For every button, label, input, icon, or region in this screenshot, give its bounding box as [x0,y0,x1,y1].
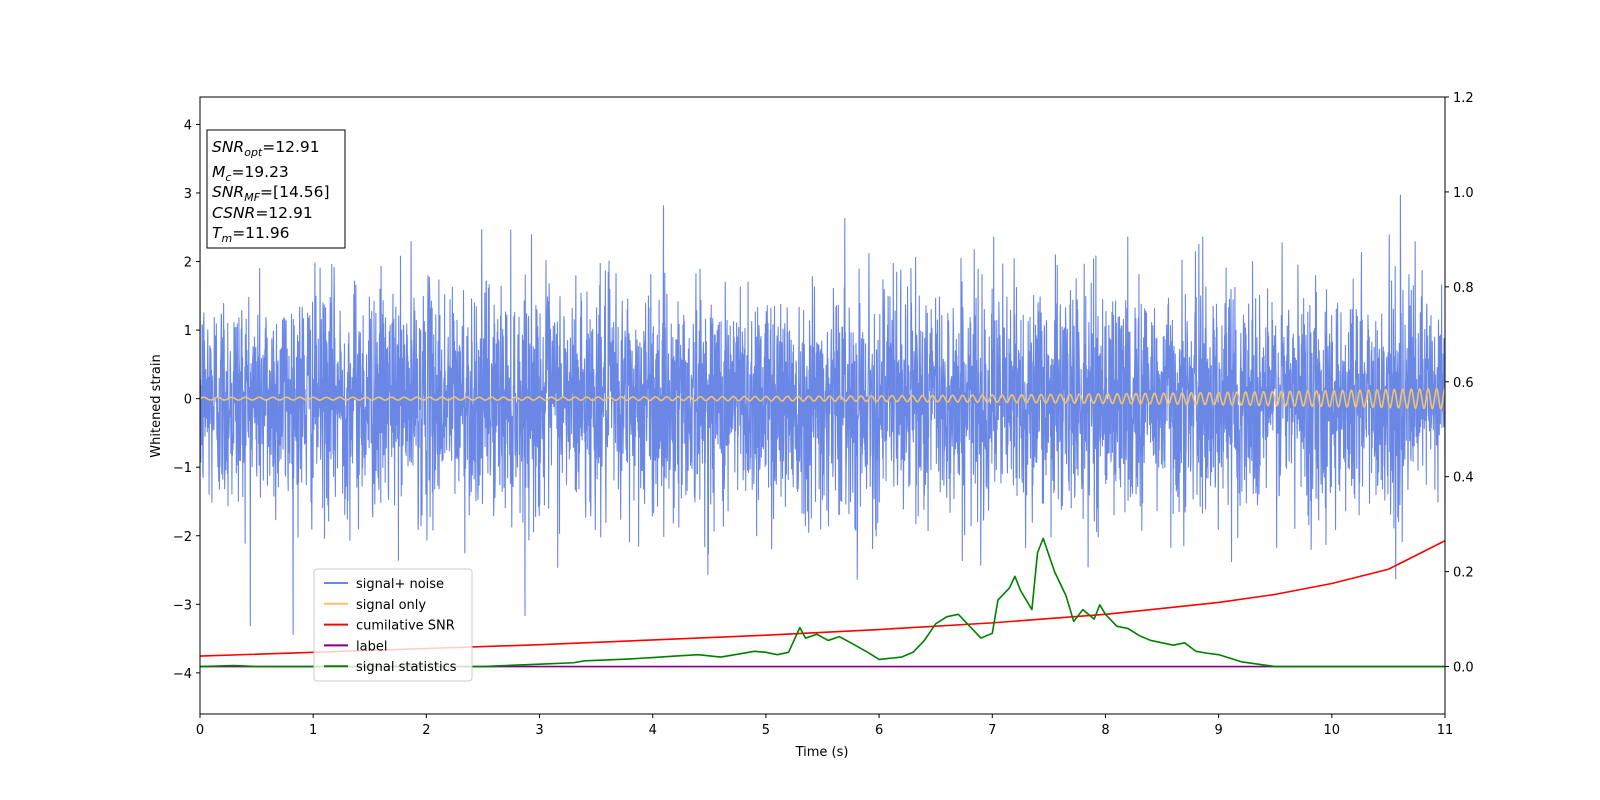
y-left-tick-label: −1 [173,461,192,476]
stats-subscript: m [221,232,232,245]
x-tick-label: 6 [875,723,883,738]
legend: signal+ noise signal only cumilative SNR la… [313,568,473,682]
x-tick-label: 3 [535,723,543,738]
y-left-tick-label: 2 [184,256,192,271]
legend-frame [313,568,473,682]
series-line-signal-statistics [200,537,1445,668]
stats-symbol: M [212,163,225,181]
stats-subscript: opt [244,146,263,159]
y-right-tick-label: 0.8 [1453,281,1474,296]
legend-label: cumilative SNR [356,619,455,634]
x-tick-label: 10 [1324,723,1341,738]
stats-symbol: CSNR [212,204,255,222]
series-line-signal-only [200,387,1445,410]
axes-layer: 0 1 2 3 4 5 6 7 8 9 10 11 −4 −3 −2 −1 0 1 2 3 4 0.0 0.2 0.4 0.6 0… [173,91,1474,738]
stats-value: =19.23 [231,163,288,181]
x-tick-label: 8 [1101,723,1109,738]
x-tick-label: 0 [196,723,204,738]
stats-symbol: T [212,224,223,242]
y-left-tick-label: −2 [173,530,192,545]
y-left-tick-label: 0 [184,393,192,408]
y-right-tick-label: 0.2 [1453,566,1474,581]
x-tick-label: 1 [309,723,317,738]
y-right-tick-label: 0.0 [1453,661,1474,676]
stats-line: Tm=11.96 [212,224,290,245]
y-right-tick-label: 1.0 [1453,186,1474,201]
stats-box-frame [206,129,346,249]
x-axis-label: Time (s) [795,745,849,760]
stats-value: =12.91 [262,138,319,156]
y-right-tick-label: 0.6 [1453,376,1474,391]
stats-annotation-box: SNRopt=12.91Mc=19.23SNRMF=[14.56]CSNR=12… [206,129,346,249]
stats-subscript: c [225,171,231,184]
x-tick-label: 2 [422,723,430,738]
x-tick-label: 9 [1214,723,1222,738]
x-tick-label: 7 [988,723,996,738]
legend-label: signal only [356,598,426,613]
stats-symbol: SNR [212,183,244,201]
stats-line: CSNR=12.91 [212,204,313,222]
stats-line: SNRMF=[14.56] [212,183,330,204]
y-left-tick-label: 3 [184,187,192,202]
stats-line: SNRopt=12.91 [212,138,320,159]
y-right-tick-label: 0.4 [1453,471,1474,486]
plot-area-frame [199,96,1446,715]
legend-label: signal+ noise [356,577,444,592]
y-right-tick-label: 1.2 [1453,91,1474,106]
y-left-tick-label: −4 [173,667,192,682]
stats-line: Mc=19.23 [212,163,289,184]
y-axis-label: Whitened strain [149,354,164,457]
y-left-tick-label: 1 [184,324,192,339]
stats-value: =12.91 [255,204,312,222]
series-line-signal-noise [200,194,1445,635]
stats-value: =11.96 [232,224,289,242]
stats-value: =[14.56] [260,183,329,201]
stats-symbol: SNR [212,138,244,156]
legend-label: signal statistics [356,660,457,675]
legend-label: label [356,639,387,654]
y-left-tick-label: 4 [184,118,192,133]
stats-subscript: MF [244,191,260,204]
x-tick-label: 11 [1437,723,1454,738]
x-tick-label: 4 [649,723,657,738]
x-tick-label: 5 [762,723,770,738]
y-left-tick-label: −3 [173,598,192,613]
